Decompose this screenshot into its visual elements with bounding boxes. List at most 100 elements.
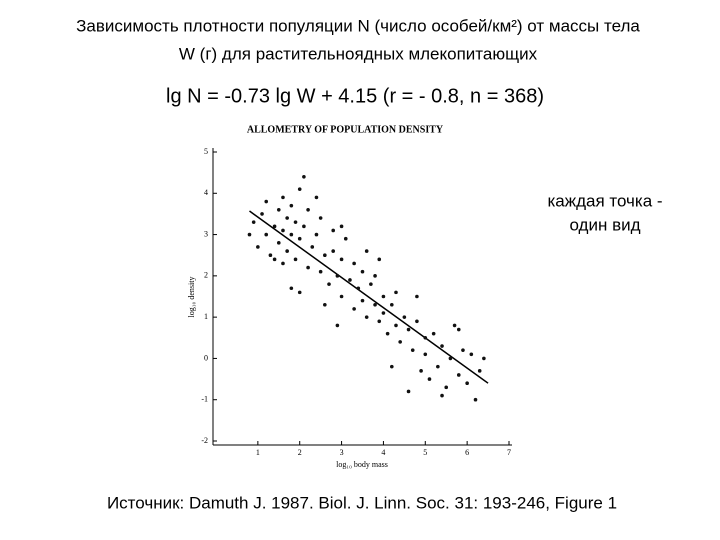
x-tick-label: 3 xyxy=(340,448,344,457)
data-point xyxy=(276,208,281,212)
heading-line: Зависимость плотности популяции N (число… xyxy=(76,16,640,35)
data-point xyxy=(331,249,336,253)
data-point xyxy=(297,236,302,241)
data-point xyxy=(452,323,457,328)
data-point xyxy=(276,241,281,245)
data-point xyxy=(268,253,273,258)
data-point xyxy=(247,232,252,237)
data-point xyxy=(398,340,402,344)
data-point xyxy=(456,327,461,332)
data-point xyxy=(310,245,315,249)
data-point xyxy=(394,323,398,328)
data-point xyxy=(281,195,285,200)
x-tick-label: 7 xyxy=(507,448,511,457)
y-tick-label: 1 xyxy=(204,312,208,321)
data-point xyxy=(339,224,344,229)
data-point xyxy=(381,294,386,299)
data-point xyxy=(264,232,269,237)
data-point xyxy=(427,377,432,381)
data-point xyxy=(482,356,486,361)
data-point xyxy=(385,331,390,336)
data-point xyxy=(394,290,398,295)
data-point xyxy=(356,286,361,291)
data-point xyxy=(289,203,294,208)
data-point xyxy=(297,290,302,295)
data-point xyxy=(381,311,386,315)
data-point xyxy=(335,323,340,328)
data-point xyxy=(360,269,365,274)
data-point xyxy=(448,356,453,361)
data-point xyxy=(260,212,264,216)
x-tick-label: 2 xyxy=(298,448,302,457)
data-point xyxy=(256,245,260,249)
data-point xyxy=(306,208,310,212)
data-point xyxy=(289,232,294,237)
y-tick-label: 4 xyxy=(204,188,208,197)
data-point xyxy=(477,369,482,373)
y-axis-label: log₁₀ density xyxy=(187,277,196,318)
data-point xyxy=(348,278,352,282)
data-point xyxy=(431,331,436,336)
data-point xyxy=(377,257,382,262)
y-tick-label: 2 xyxy=(204,271,208,280)
y-tick-label: 0 xyxy=(204,353,208,362)
data-point xyxy=(377,319,382,324)
data-point xyxy=(423,335,428,340)
data-point xyxy=(318,216,323,220)
data-point xyxy=(352,261,356,266)
data-point xyxy=(339,294,344,299)
x-axis-label: log₁₀ body mass xyxy=(336,460,388,469)
data-point xyxy=(440,393,444,398)
data-point xyxy=(364,249,369,253)
data-point xyxy=(465,381,469,386)
data-point xyxy=(390,302,394,307)
data-point xyxy=(323,253,327,258)
data-point xyxy=(352,307,356,311)
data-point xyxy=(302,174,306,179)
data-point xyxy=(390,364,394,369)
data-point xyxy=(461,348,465,352)
data-point xyxy=(469,352,474,357)
data-point xyxy=(251,220,256,224)
y-tick-label: 5 xyxy=(204,147,208,156)
data-point xyxy=(406,389,411,394)
note-line: один вид xyxy=(569,215,640,234)
chart-title: ALLOMETRY OF POPULATION DENSITY xyxy=(247,124,444,135)
data-point xyxy=(314,195,319,200)
data-point xyxy=(335,274,340,278)
data-point xyxy=(289,286,294,291)
data-point xyxy=(272,224,277,229)
data-point xyxy=(436,364,440,369)
data-point xyxy=(419,369,423,373)
data-point xyxy=(306,265,310,270)
data-point xyxy=(402,315,407,319)
data-point xyxy=(423,352,428,357)
data-point xyxy=(302,224,306,229)
data-point xyxy=(369,282,373,286)
source: Источник: Damuth J. 1987. Biol. J. Linn.… xyxy=(107,493,617,512)
x-tick-label: 5 xyxy=(423,448,427,457)
data-point xyxy=(323,302,327,307)
data-point xyxy=(440,344,444,348)
data-point xyxy=(444,385,449,390)
data-point xyxy=(297,187,302,191)
data-point xyxy=(415,294,419,299)
data-point xyxy=(364,315,369,319)
data-point xyxy=(360,298,365,303)
y-tick-label: 3 xyxy=(204,229,208,238)
equation: lg N = -0.73 lg W + 4.15 (r = - 0.8, n =… xyxy=(166,85,544,107)
data-point xyxy=(327,282,331,286)
data-point xyxy=(281,261,285,266)
data-point xyxy=(293,220,298,224)
data-point xyxy=(406,327,411,332)
data-point xyxy=(373,274,377,278)
data-point xyxy=(410,348,415,352)
data-point xyxy=(339,257,344,262)
note-line: каждая точка - xyxy=(547,191,662,210)
y-tick-label: -2 xyxy=(201,436,208,445)
data-point xyxy=(473,397,478,402)
data-point xyxy=(264,199,269,204)
data-point xyxy=(343,236,348,241)
data-point xyxy=(415,319,419,324)
